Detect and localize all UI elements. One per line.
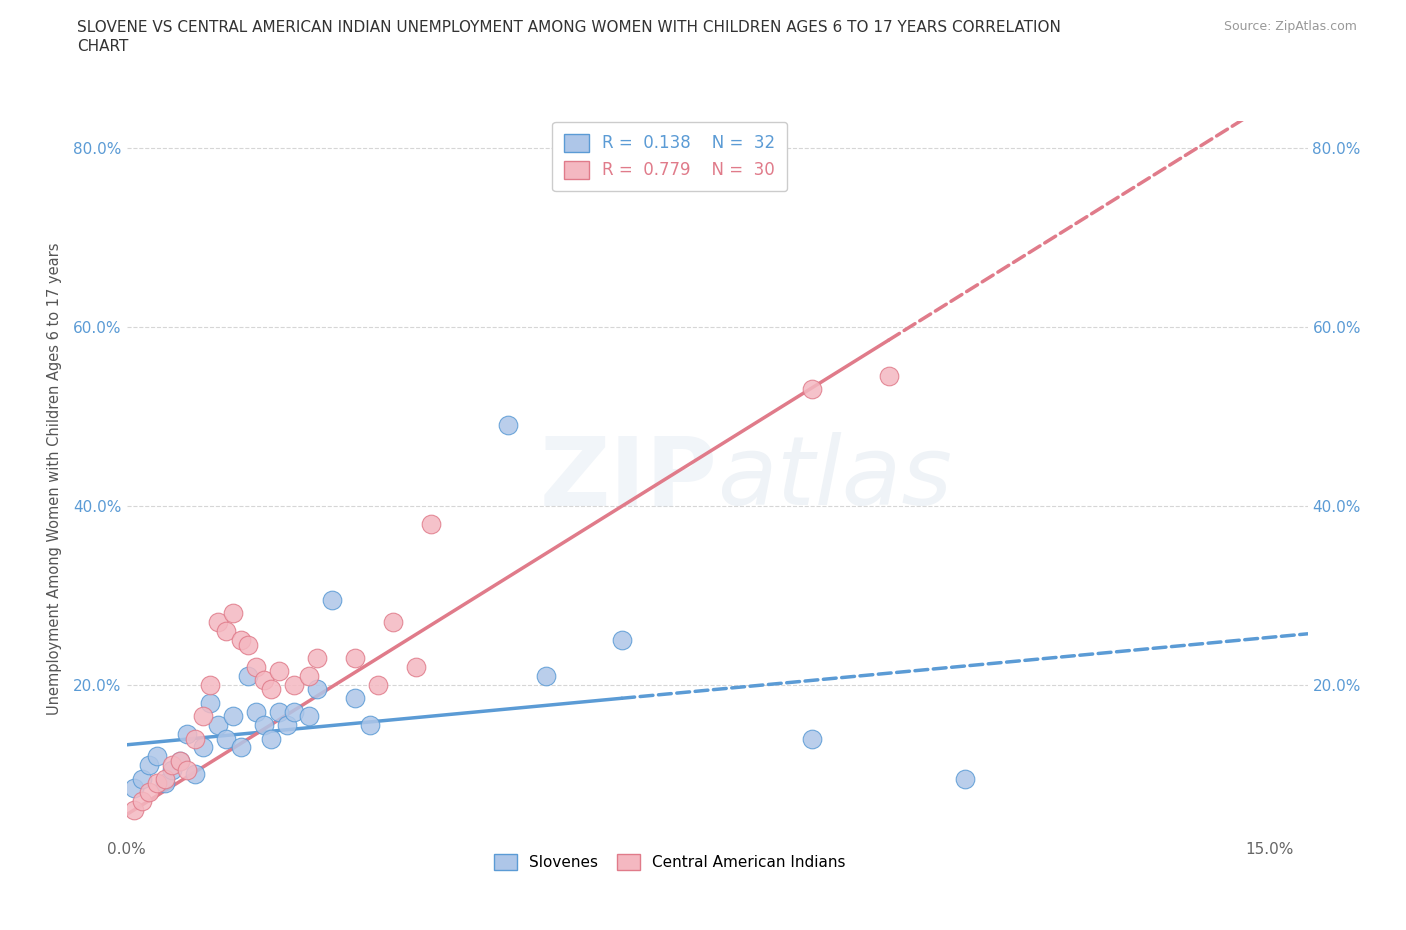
- Point: [169, 753, 191, 768]
- Point: [877, 368, 900, 383]
- Point: [153, 771, 176, 786]
- Point: [298, 709, 321, 724]
- Point: [245, 659, 267, 674]
- Point: [162, 758, 184, 773]
- Text: SLOVENE VS CENTRAL AMERICAN INDIAN UNEMPLOYMENT AMONG WOMEN WITH CHILDREN AGES 6: SLOVENE VS CENTRAL AMERICAN INDIAN UNEMP…: [77, 20, 1062, 35]
- Legend: Slovenes, Central American Indians: Slovenes, Central American Indians: [485, 844, 855, 880]
- Point: [305, 682, 328, 697]
- Point: [138, 758, 160, 773]
- Point: [260, 731, 283, 746]
- Point: [298, 669, 321, 684]
- Point: [214, 731, 236, 746]
- Point: [610, 632, 633, 647]
- Point: [267, 704, 290, 719]
- Point: [138, 785, 160, 800]
- Point: [534, 669, 557, 684]
- Point: [184, 767, 207, 782]
- Point: [321, 592, 343, 607]
- Point: [260, 682, 283, 697]
- Point: [953, 771, 976, 786]
- Point: [344, 651, 367, 666]
- Point: [801, 382, 824, 397]
- Point: [200, 696, 222, 711]
- Point: [176, 726, 198, 741]
- Point: [200, 677, 222, 692]
- Point: [496, 418, 519, 432]
- Point: [283, 677, 305, 692]
- Point: [305, 651, 328, 666]
- Point: [191, 740, 214, 755]
- Point: [122, 780, 145, 795]
- Point: [276, 718, 298, 733]
- Point: [238, 637, 260, 652]
- Point: [176, 763, 198, 777]
- Point: [245, 704, 267, 719]
- Point: [405, 659, 427, 674]
- Point: [191, 709, 214, 724]
- Point: [131, 794, 153, 809]
- Point: [344, 691, 367, 706]
- Point: [146, 749, 169, 764]
- Text: atlas: atlas: [717, 432, 952, 525]
- Text: ZIP: ZIP: [538, 432, 717, 525]
- Point: [222, 605, 245, 620]
- Point: [367, 677, 389, 692]
- Point: [267, 664, 290, 679]
- Point: [238, 669, 260, 684]
- Point: [214, 624, 236, 639]
- Point: [283, 704, 305, 719]
- Point: [184, 731, 207, 746]
- Point: [222, 709, 245, 724]
- Point: [207, 718, 229, 733]
- Point: [229, 740, 252, 755]
- Point: [420, 516, 443, 531]
- Point: [153, 776, 176, 790]
- Y-axis label: Unemployment Among Women with Children Ages 6 to 17 years: Unemployment Among Women with Children A…: [46, 243, 62, 715]
- Point: [229, 632, 252, 647]
- Point: [146, 776, 169, 790]
- Point: [162, 763, 184, 777]
- Point: [382, 615, 405, 630]
- Text: CHART: CHART: [77, 39, 129, 54]
- Point: [359, 718, 381, 733]
- Text: Source: ZipAtlas.com: Source: ZipAtlas.com: [1223, 20, 1357, 33]
- Point: [253, 718, 276, 733]
- Point: [253, 673, 276, 688]
- Point: [131, 771, 153, 786]
- Point: [801, 731, 824, 746]
- Point: [169, 753, 191, 768]
- Point: [207, 615, 229, 630]
- Point: [122, 803, 145, 817]
